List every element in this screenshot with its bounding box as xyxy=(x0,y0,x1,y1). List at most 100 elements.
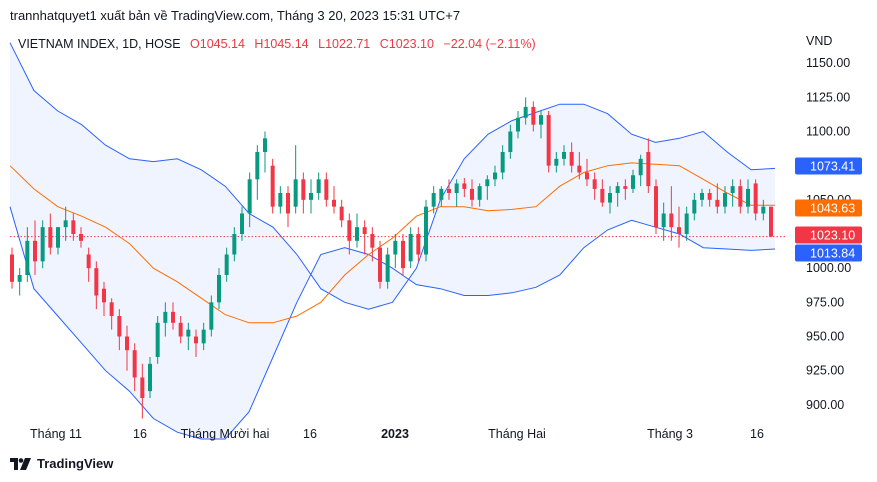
candle-body xyxy=(186,329,191,337)
candle-body xyxy=(408,234,413,262)
price-label-text: 1023.10 xyxy=(810,229,855,243)
candle-body xyxy=(470,188,474,200)
candle-body xyxy=(171,311,175,323)
change-value: −22.04 (−2.11%) xyxy=(443,37,536,51)
candle-body xyxy=(677,227,681,234)
bollinger-band-fill xyxy=(10,42,775,439)
candle-body xyxy=(362,227,367,234)
candle-body xyxy=(600,188,605,203)
candle-body xyxy=(178,322,183,337)
tradingview-logo[interactable]: TradingView xyxy=(10,456,113,471)
price-label-text: 1013.84 xyxy=(810,247,855,261)
candle-body xyxy=(401,240,405,269)
price-label-text: 1073.41 xyxy=(810,160,855,174)
candle-body xyxy=(523,106,528,118)
publish-attribution: trannhatquyet1 xuất bản về TradingView.c… xyxy=(10,8,461,23)
candle-body xyxy=(730,186,735,193)
candle-body xyxy=(424,206,428,255)
candle-body xyxy=(646,152,651,187)
candle-body xyxy=(86,254,91,269)
candle-body xyxy=(309,193,313,200)
price-label-badge xyxy=(795,199,862,217)
candle-body xyxy=(25,240,30,275)
x-axis-tick-label: 16 xyxy=(750,427,764,441)
bollinger-upper-line xyxy=(9,42,776,310)
candle-body xyxy=(661,213,666,228)
candle-body xyxy=(654,186,658,228)
candle-body xyxy=(631,175,635,189)
candle-body xyxy=(163,311,168,323)
candle-body xyxy=(385,254,390,282)
candle-body xyxy=(684,213,689,234)
candle-body xyxy=(378,247,382,282)
tradingview-logo-text: TradingView xyxy=(37,456,114,471)
candle-body xyxy=(700,193,704,200)
symbol-name[interactable]: VIETNAM INDEX, 1D, HOSE xyxy=(18,37,181,51)
candle-body xyxy=(393,240,398,255)
candle-body xyxy=(500,152,505,173)
candle-body xyxy=(17,275,22,282)
candle-body xyxy=(431,193,436,207)
x-axis-tick-label: Tháng Hai xyxy=(488,427,546,441)
open-value: O1045.14 xyxy=(190,37,245,51)
candle-body xyxy=(746,188,750,207)
candle-body xyxy=(707,193,712,200)
candle-body xyxy=(247,179,252,214)
candle-body xyxy=(623,186,628,189)
x-axis-tick-label: Tháng 3 xyxy=(647,427,693,441)
candle-body xyxy=(539,115,543,125)
candle-body xyxy=(132,350,137,378)
candle-body xyxy=(723,193,727,207)
candle-body xyxy=(715,199,720,207)
y-axis-tick-label: 975.00 xyxy=(806,295,844,309)
candle-body xyxy=(516,117,520,132)
x-axis-tick-label: Tháng Mười hai xyxy=(181,427,270,441)
candle-body xyxy=(608,193,612,203)
candle-body xyxy=(201,329,206,344)
candle-body xyxy=(585,172,589,180)
candle-body xyxy=(209,302,214,330)
candle-body xyxy=(140,377,145,398)
x-axis-tick-label: 2023 xyxy=(381,427,409,441)
candle-body xyxy=(332,199,336,207)
price-label-badge xyxy=(795,157,862,175)
candle-body xyxy=(761,206,766,214)
candle-body xyxy=(416,234,421,255)
candle-body xyxy=(769,206,773,237)
candle-body xyxy=(638,158,643,176)
candle-body xyxy=(102,288,106,303)
candle-body xyxy=(155,322,160,357)
candle-body xyxy=(347,220,352,241)
candle-body xyxy=(33,240,37,262)
candle-body xyxy=(508,131,513,152)
candle-body xyxy=(63,220,68,228)
y-axis-tick-label: 1150.00 xyxy=(806,56,850,70)
price-label-badge xyxy=(795,244,862,262)
candle-body xyxy=(355,227,359,241)
candle-body xyxy=(117,316,122,337)
candle-body xyxy=(554,158,559,166)
candle-body xyxy=(462,183,467,189)
x-axis-tick-label: Tháng 11 xyxy=(30,427,82,441)
currency-label: VND xyxy=(806,34,833,48)
candle-body xyxy=(278,193,283,207)
candle-body xyxy=(217,275,221,303)
candle-body xyxy=(738,186,743,207)
candle-body xyxy=(562,152,566,159)
candle-body xyxy=(125,336,129,351)
low-value: L1022.71 xyxy=(318,37,371,51)
candle-body xyxy=(485,179,490,187)
candle-body xyxy=(324,179,329,200)
candle-body xyxy=(753,183,758,214)
candle-body xyxy=(439,188,444,200)
candle-body xyxy=(240,213,244,234)
candle-body xyxy=(286,193,290,214)
y-axis-tick-label: 900.00 xyxy=(806,398,844,412)
price-label-text: 1043.63 xyxy=(810,202,855,216)
close-value: C1023.10 xyxy=(379,37,434,51)
y-axis-tick-label: 925.00 xyxy=(806,364,844,378)
candle-body xyxy=(263,138,267,152)
candle-body xyxy=(40,227,45,262)
candle-body xyxy=(477,186,482,200)
